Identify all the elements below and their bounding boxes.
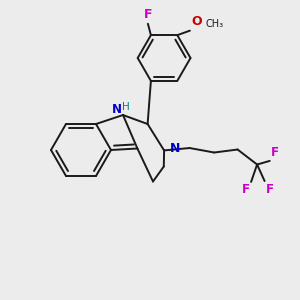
Text: F: F [271, 146, 279, 159]
Text: F: F [266, 182, 274, 196]
Text: F: F [242, 183, 250, 196]
Text: N: N [111, 103, 122, 116]
Text: O: O [191, 15, 202, 28]
Text: N: N [169, 142, 180, 155]
Text: H: H [122, 102, 130, 112]
Text: F: F [144, 8, 152, 21]
Text: CH₃: CH₃ [206, 19, 224, 29]
